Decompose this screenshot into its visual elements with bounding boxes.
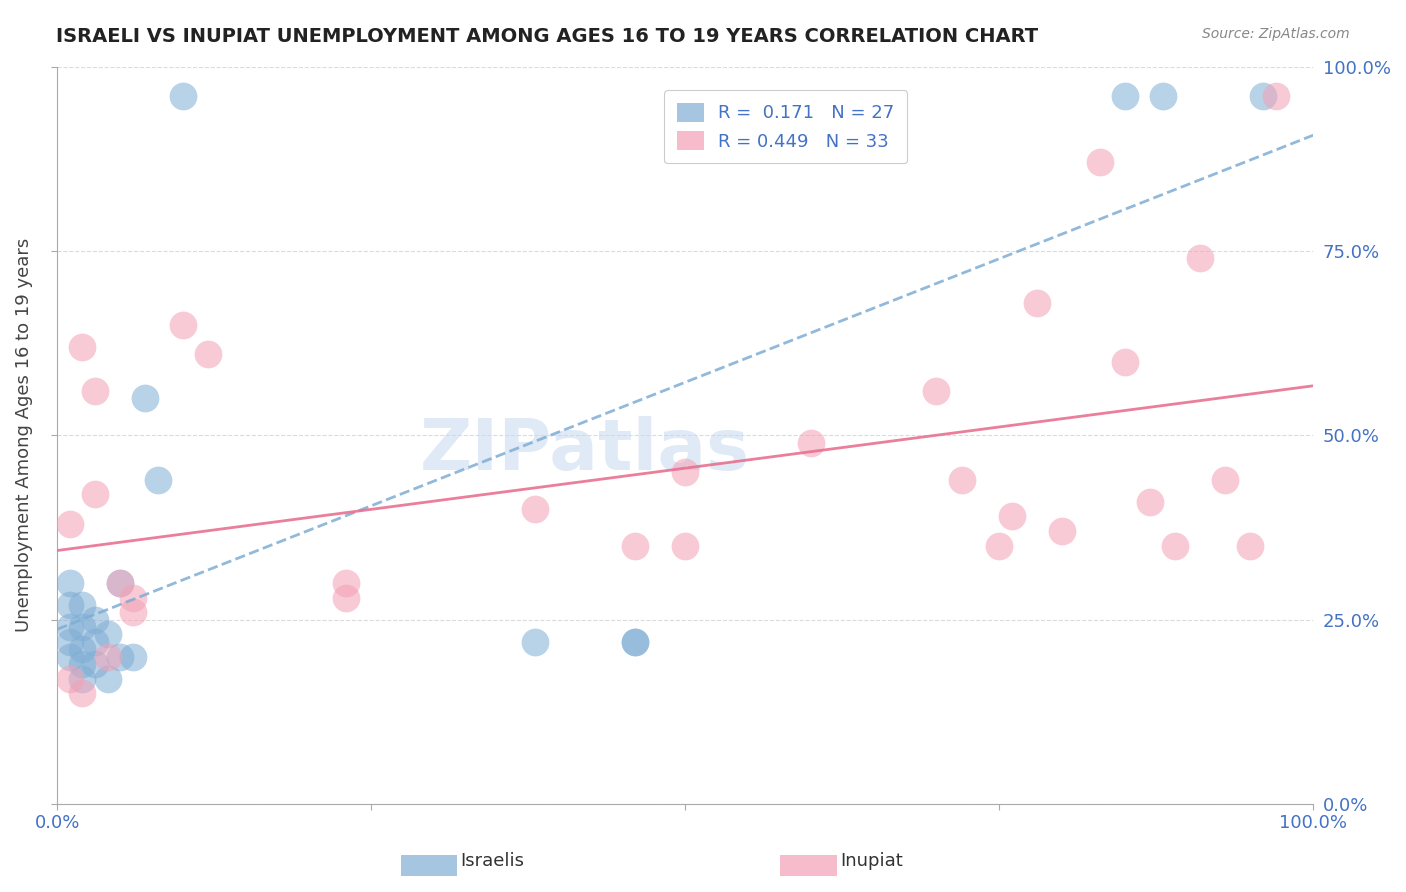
Point: [121, 649, 143, 664]
Text: ZIPatlas: ZIPatlas: [420, 416, 749, 484]
Point: [72, 686, 94, 700]
Point: [1251, 89, 1274, 103]
Point: [121, 591, 143, 605]
Point: [96, 627, 118, 641]
Point: [1114, 89, 1136, 103]
Point: [121, 605, 143, 619]
Point: [59, 598, 82, 612]
Point: [84, 384, 107, 398]
Point: [72, 657, 94, 671]
Point: [523, 634, 546, 648]
Point: [1215, 473, 1237, 487]
Point: [673, 539, 696, 553]
Point: [988, 539, 1011, 553]
Point: [197, 347, 219, 361]
Point: [925, 384, 948, 398]
Point: [84, 487, 107, 501]
Point: [146, 473, 169, 487]
Text: Source: ZipAtlas.com: Source: ZipAtlas.com: [1202, 27, 1350, 41]
Point: [108, 649, 131, 664]
Point: [950, 473, 973, 487]
Point: [1050, 524, 1073, 538]
Point: [1152, 89, 1174, 103]
Point: [1189, 252, 1212, 266]
Point: [72, 620, 94, 634]
Point: [1264, 89, 1286, 103]
Point: [59, 649, 82, 664]
Point: [335, 575, 357, 590]
Point: [1164, 539, 1187, 553]
Point: [624, 634, 647, 648]
Point: [134, 392, 156, 406]
Point: [1026, 295, 1049, 310]
Point: [72, 642, 94, 657]
Point: [59, 516, 82, 531]
Point: [1239, 539, 1261, 553]
Point: [1088, 155, 1111, 169]
Point: [72, 598, 94, 612]
Point: [59, 575, 82, 590]
Point: [59, 634, 82, 648]
Point: [1114, 354, 1136, 368]
Point: [84, 657, 107, 671]
Point: [84, 634, 107, 648]
Point: [1001, 509, 1024, 524]
Point: [108, 575, 131, 590]
Y-axis label: Unemployment Among Ages 16 to 19 years: Unemployment Among Ages 16 to 19 years: [15, 238, 32, 632]
Point: [72, 340, 94, 354]
Point: [624, 539, 647, 553]
Text: Israelis: Israelis: [460, 852, 524, 870]
Point: [172, 89, 194, 103]
Point: [172, 318, 194, 332]
Text: Inupiat: Inupiat: [841, 852, 903, 870]
Point: [96, 649, 118, 664]
Point: [523, 502, 546, 516]
Point: [335, 591, 357, 605]
Point: [800, 435, 823, 450]
Point: [59, 672, 82, 686]
Text: ISRAELI VS INUPIAT UNEMPLOYMENT AMONG AGES 16 TO 19 YEARS CORRELATION CHART: ISRAELI VS INUPIAT UNEMPLOYMENT AMONG AG…: [56, 27, 1039, 45]
Legend: R =  0.171   N = 27, R = 0.449   N = 33: R = 0.171 N = 27, R = 0.449 N = 33: [664, 90, 907, 163]
Point: [72, 672, 94, 686]
Point: [108, 575, 131, 590]
Point: [673, 465, 696, 479]
FancyBboxPatch shape: [401, 855, 457, 876]
Point: [624, 634, 647, 648]
Point: [59, 620, 82, 634]
Point: [96, 672, 118, 686]
Point: [84, 613, 107, 627]
FancyBboxPatch shape: [780, 855, 837, 876]
Point: [1139, 494, 1161, 508]
